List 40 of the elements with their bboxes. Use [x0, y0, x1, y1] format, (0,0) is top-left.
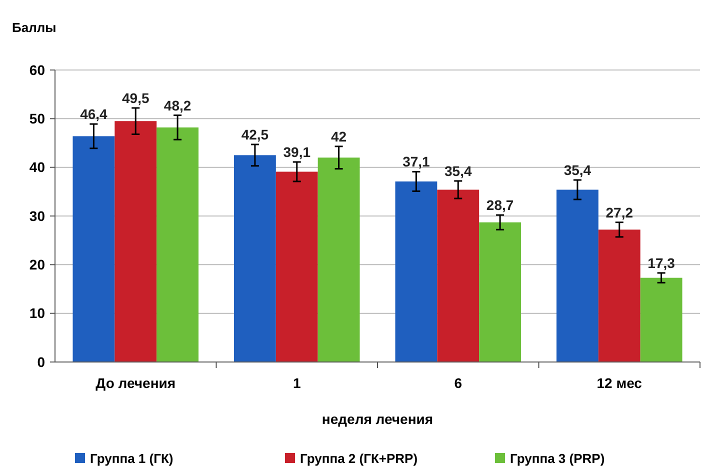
data-label: 48,2 — [164, 97, 192, 114]
data-label: 39,1 — [283, 144, 311, 160]
y-axis-title: Баллы — [12, 20, 56, 35]
bar — [114, 121, 157, 362]
data-label: 42 — [331, 128, 347, 144]
bar — [276, 172, 318, 362]
legend-label: Группа 3 (PRP) — [510, 451, 605, 466]
x-tick-label: 1 — [292, 375, 301, 391]
data-label: 46,4 — [80, 106, 108, 122]
bar — [156, 127, 199, 362]
legend-label: Группа 2 (ГК+PRP) — [300, 451, 418, 466]
data-label: 35,4 — [444, 162, 472, 179]
x-axis-title: неделя лечения — [322, 411, 434, 427]
x-tick-label: До лечения — [96, 375, 176, 391]
bar — [234, 155, 276, 362]
data-label: 27,2 — [606, 204, 634, 220]
data-label: 28,7 — [486, 197, 514, 214]
bar — [556, 190, 598, 362]
data-label: 49,5 — [122, 90, 150, 106]
data-label: 17,3 — [648, 254, 676, 271]
y-tick-label: 30 — [29, 208, 46, 224]
legend-label: Группа 1 (ГК) — [90, 451, 174, 466]
y-tick-label: 60 — [29, 62, 46, 78]
bar — [479, 222, 522, 362]
bar — [598, 230, 640, 362]
y-tick-label: 0 — [37, 354, 46, 370]
bar — [437, 190, 480, 362]
x-tick-label: 6 — [454, 375, 462, 391]
data-label: 35,4 — [564, 162, 592, 178]
y-tick-label: 50 — [29, 110, 46, 127]
bar — [395, 181, 438, 362]
x-tick-label: 12 мес — [596, 375, 642, 391]
bar — [640, 278, 682, 362]
bar — [72, 136, 115, 362]
data-label: 37,1 — [402, 154, 430, 170]
bar — [318, 158, 360, 362]
y-tick-label: 20 — [29, 256, 46, 273]
y-tick-label: 40 — [29, 159, 46, 176]
y-tick-label: 10 — [29, 305, 46, 322]
data-label: 42,5 — [241, 126, 269, 142]
